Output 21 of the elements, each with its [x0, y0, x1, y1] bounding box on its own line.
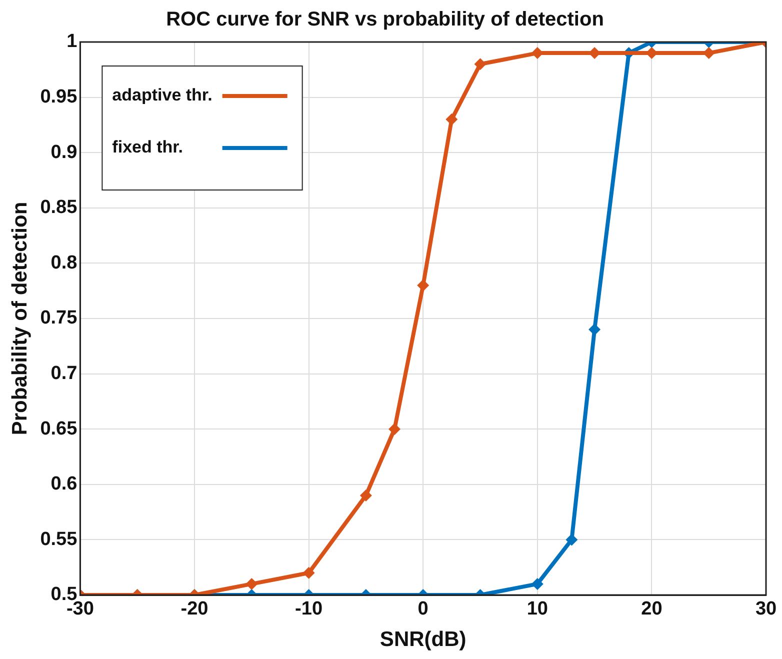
x-tick-label: -10 [295, 598, 323, 620]
y-tick-label: 0.55 [40, 528, 78, 550]
x-axis-title: SNR(dB) [380, 628, 466, 652]
y-tick-label: 0.85 [40, 197, 78, 218]
x-tick-label: 10 [526, 598, 548, 620]
y-tick-label: 0.95 [40, 86, 78, 108]
y-axis-title: Probability of detection [8, 202, 32, 436]
x-tick-label: 30 [755, 598, 777, 620]
y-tick-label: 1 [66, 31, 78, 52]
x-tick-label: 0 [418, 598, 428, 620]
y-tick-label: 0.7 [50, 363, 78, 384]
y-tick-label: 0.65 [40, 418, 78, 440]
y-tick-label: 0.6 [50, 474, 78, 495]
chart-title: ROC curve for SNR vs probability of detection [166, 8, 604, 31]
legend-label: fixed thr. [112, 138, 184, 157]
y-tick-label: 0.8 [50, 252, 78, 274]
legend-label: adaptive thr. [112, 86, 212, 105]
x-tick-label: 20 [641, 598, 662, 620]
y-tick-label: 0.75 [40, 308, 78, 329]
x-tick-label: -20 [180, 598, 208, 620]
y-tick-label: 0.9 [50, 142, 78, 163]
